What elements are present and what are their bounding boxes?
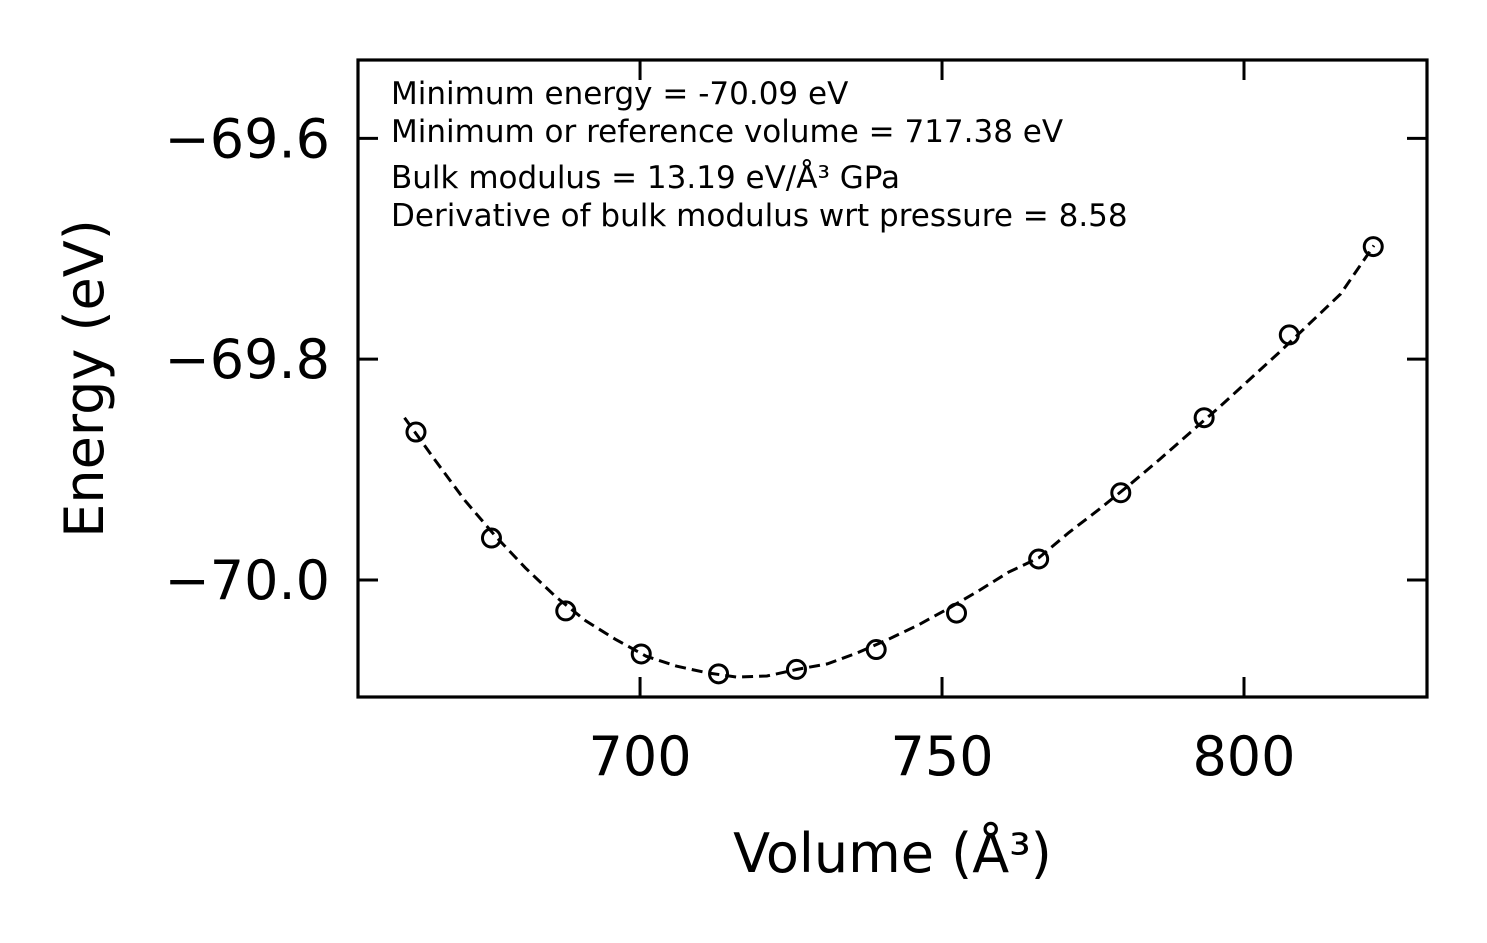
ticks-layer: 700 750 800 −69.6 −69.8 −70.0 <box>165 60 1427 788</box>
data-point <box>1110 482 1132 504</box>
plot-frame <box>356 58 1429 699</box>
data-point <box>405 421 427 443</box>
y-tick-label: −70.0 <box>165 549 330 612</box>
annotation-line: Bulk modulus = 13.19 eV/Å³ GPa <box>391 160 900 196</box>
data-point <box>708 663 730 685</box>
data-point <box>480 527 502 549</box>
data-point <box>1278 324 1300 346</box>
x-tick-label: 700 <box>589 725 692 788</box>
annotation-line: Derivative of bulk modulus wrt pressure … <box>391 198 1128 234</box>
x-tick-label: 800 <box>1192 725 1295 788</box>
fit-curve <box>403 244 1376 679</box>
data-point <box>1028 548 1050 570</box>
data-point <box>1362 236 1384 258</box>
data-point <box>865 639 887 661</box>
x-axis-label: Volume (Å³) <box>733 821 1052 885</box>
x-tick-label: 750 <box>890 725 993 788</box>
y-tick-label: −69.6 <box>165 107 330 170</box>
annotation-line: Minimum energy = -70.09 eV <box>391 76 848 112</box>
data-point <box>555 600 577 622</box>
data-point <box>630 643 652 665</box>
data-point <box>785 658 807 680</box>
y-tick-label: −69.8 <box>165 328 330 391</box>
annotation-line: Minimum or reference volume = 717.38 eV <box>391 114 1063 150</box>
data-points-layer <box>405 236 1384 685</box>
fit-curve-layer <box>403 244 1376 679</box>
data-point <box>1193 407 1215 429</box>
data-point <box>946 602 968 624</box>
y-axis-label: Energy (eV) <box>53 219 116 538</box>
